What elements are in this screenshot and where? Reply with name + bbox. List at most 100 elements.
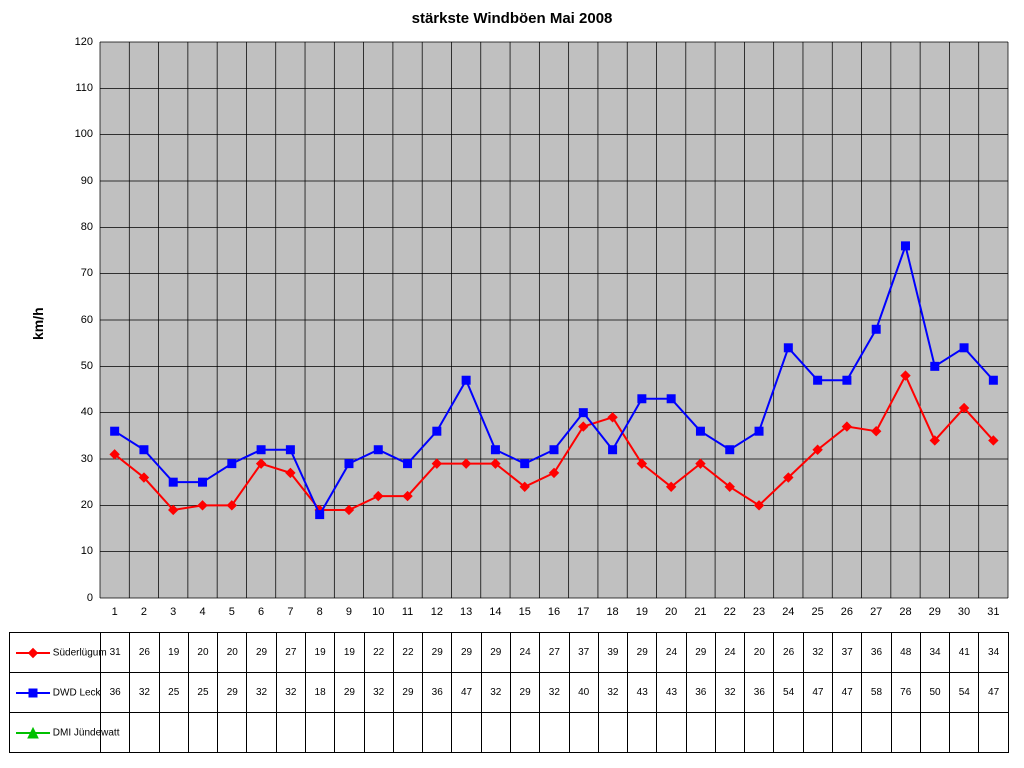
x-tick-label: 18 bbox=[598, 606, 627, 618]
data-cell: 41 bbox=[950, 633, 979, 673]
x-tick-label: 14 bbox=[481, 606, 510, 618]
data-cell: 40 bbox=[569, 673, 598, 713]
data-cell: 58 bbox=[862, 673, 891, 713]
y-tick-label: 110 bbox=[55, 82, 93, 94]
x-tick-label: 13 bbox=[451, 606, 480, 618]
data-cell bbox=[833, 713, 862, 753]
data-cell bbox=[393, 713, 422, 753]
data-cell: 20 bbox=[745, 633, 774, 673]
x-tick-label: 17 bbox=[569, 606, 598, 618]
x-tick-label: 4 bbox=[188, 606, 217, 618]
data-cell bbox=[686, 713, 715, 753]
x-tick-label: 3 bbox=[159, 606, 188, 618]
x-tick-label: 26 bbox=[832, 606, 861, 618]
x-tick-label: 30 bbox=[949, 606, 978, 618]
data-cell bbox=[423, 713, 452, 753]
data-cell: 29 bbox=[481, 633, 510, 673]
data-cell: 29 bbox=[423, 633, 452, 673]
y-tick-label: 120 bbox=[55, 36, 93, 48]
y-axis-label: km/h bbox=[30, 307, 46, 340]
legend-label: DMI Jündewatt bbox=[50, 727, 119, 738]
data-cell bbox=[364, 713, 393, 753]
data-cell: 29 bbox=[628, 633, 657, 673]
data-cell: 47 bbox=[803, 673, 832, 713]
data-cell: 43 bbox=[628, 673, 657, 713]
data-cell: 19 bbox=[159, 633, 188, 673]
data-cell: 24 bbox=[715, 633, 744, 673]
data-cell: 26 bbox=[774, 633, 803, 673]
data-cell: 32 bbox=[276, 673, 305, 713]
x-tick-label: 28 bbox=[891, 606, 920, 618]
data-cell: 76 bbox=[891, 673, 920, 713]
data-cell: 32 bbox=[715, 673, 744, 713]
legend-label: Süderlügum bbox=[50, 647, 107, 658]
data-cell: 36 bbox=[101, 673, 130, 713]
data-cell: 32 bbox=[540, 673, 569, 713]
data-cell bbox=[803, 713, 832, 753]
x-tick-label: 6 bbox=[246, 606, 275, 618]
data-cell bbox=[657, 713, 686, 753]
data-cell bbox=[335, 713, 364, 753]
x-tick-label: 12 bbox=[422, 606, 451, 618]
data-cell: 29 bbox=[218, 673, 247, 713]
data-cell: 37 bbox=[833, 633, 862, 673]
data-table: Süderlügum312619202029271919222229292924… bbox=[9, 632, 1009, 753]
data-cell: 32 bbox=[481, 673, 510, 713]
x-tick-label: 10 bbox=[364, 606, 393, 618]
y-tick-label: 90 bbox=[55, 175, 93, 187]
data-cell: 24 bbox=[657, 633, 686, 673]
data-cell bbox=[569, 713, 598, 753]
data-cell: 48 bbox=[891, 633, 920, 673]
x-tick-label: 22 bbox=[715, 606, 744, 618]
legend-entry: Süderlügum bbox=[10, 633, 101, 673]
x-tick-label: 16 bbox=[539, 606, 568, 618]
data-cell bbox=[247, 713, 276, 753]
y-tick-label: 0 bbox=[55, 592, 93, 604]
data-cell: 47 bbox=[979, 673, 1008, 713]
data-cell: 25 bbox=[188, 673, 217, 713]
data-cell bbox=[979, 713, 1008, 753]
data-cell: 18 bbox=[305, 673, 334, 713]
y-tick-label: 40 bbox=[55, 406, 93, 418]
data-cell: 27 bbox=[276, 633, 305, 673]
data-cell: 34 bbox=[979, 633, 1008, 673]
data-cell: 47 bbox=[452, 673, 481, 713]
x-tick-label: 31 bbox=[979, 606, 1008, 618]
data-cell: 43 bbox=[657, 673, 686, 713]
data-cell: 32 bbox=[364, 673, 393, 713]
data-cell: 54 bbox=[774, 673, 803, 713]
y-tick-label: 50 bbox=[55, 360, 93, 372]
data-cell: 32 bbox=[130, 673, 159, 713]
data-cell: 32 bbox=[803, 633, 832, 673]
data-cell: 54 bbox=[950, 673, 979, 713]
data-cell: 26 bbox=[130, 633, 159, 673]
x-tick-label: 21 bbox=[686, 606, 715, 618]
data-cell bbox=[920, 713, 949, 753]
data-cell: 36 bbox=[423, 673, 452, 713]
data-cell: 29 bbox=[686, 633, 715, 673]
x-tick-label: 20 bbox=[657, 606, 686, 618]
data-cell: 29 bbox=[452, 633, 481, 673]
chart-title: stärkste Windböen Mai 2008 bbox=[0, 10, 1024, 27]
data-cell bbox=[510, 713, 539, 753]
x-tick-label: 23 bbox=[744, 606, 773, 618]
data-cell bbox=[628, 713, 657, 753]
data-cell: 36 bbox=[862, 633, 891, 673]
x-tick-label: 25 bbox=[803, 606, 832, 618]
data-cell: 32 bbox=[247, 673, 276, 713]
data-cell bbox=[481, 713, 510, 753]
data-cell: 50 bbox=[920, 673, 949, 713]
data-cell: 27 bbox=[540, 633, 569, 673]
data-cell: 19 bbox=[335, 633, 364, 673]
x-tick-label: 27 bbox=[862, 606, 891, 618]
y-tick-label: 20 bbox=[55, 499, 93, 511]
x-tick-label: 15 bbox=[510, 606, 539, 618]
data-cell: 29 bbox=[393, 673, 422, 713]
data-cell bbox=[218, 713, 247, 753]
plot-svg bbox=[100, 42, 1008, 598]
data-cell bbox=[598, 713, 627, 753]
data-cell: 29 bbox=[335, 673, 364, 713]
y-tick-label: 30 bbox=[55, 453, 93, 465]
data-cell bbox=[540, 713, 569, 753]
data-cell bbox=[188, 713, 217, 753]
